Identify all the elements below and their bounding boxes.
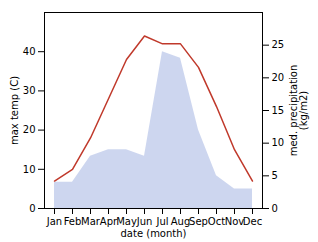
svg-text:Jun: Jun — [136, 216, 153, 227]
svg-text:Dec: Dec — [243, 216, 262, 227]
svg-text:20: 20 — [272, 72, 285, 83]
svg-text:May: May — [116, 216, 137, 227]
svg-text:Apr: Apr — [99, 215, 118, 227]
svg-text:15: 15 — [272, 105, 285, 116]
svg-text:40: 40 — [23, 46, 36, 57]
svg-text:0: 0 — [29, 203, 35, 214]
svg-text:Feb: Feb — [64, 216, 82, 227]
svg-text:25: 25 — [272, 39, 285, 50]
svg-text:Jul: Jul — [155, 216, 168, 227]
svg-text:30: 30 — [23, 85, 36, 96]
svg-text:med. precipitation(kg/m2): med. precipitation(kg/m2) — [288, 65, 309, 157]
svg-text:Jan: Jan — [46, 216, 62, 227]
svg-text:10: 10 — [23, 164, 36, 175]
svg-text:20: 20 — [23, 124, 36, 135]
svg-text:Oct: Oct — [208, 216, 225, 227]
svg-text:Mar: Mar — [81, 216, 101, 227]
svg-text:5: 5 — [272, 170, 278, 181]
svg-text:date (month): date (month) — [121, 228, 187, 239]
svg-text:10: 10 — [272, 137, 285, 148]
svg-text:max temp (C): max temp (C) — [9, 76, 20, 145]
svg-text:Sep: Sep — [189, 216, 208, 227]
svg-text:Aug: Aug — [171, 216, 191, 227]
svg-text:0: 0 — [272, 203, 278, 214]
svg-text:Nov: Nov — [225, 216, 245, 227]
